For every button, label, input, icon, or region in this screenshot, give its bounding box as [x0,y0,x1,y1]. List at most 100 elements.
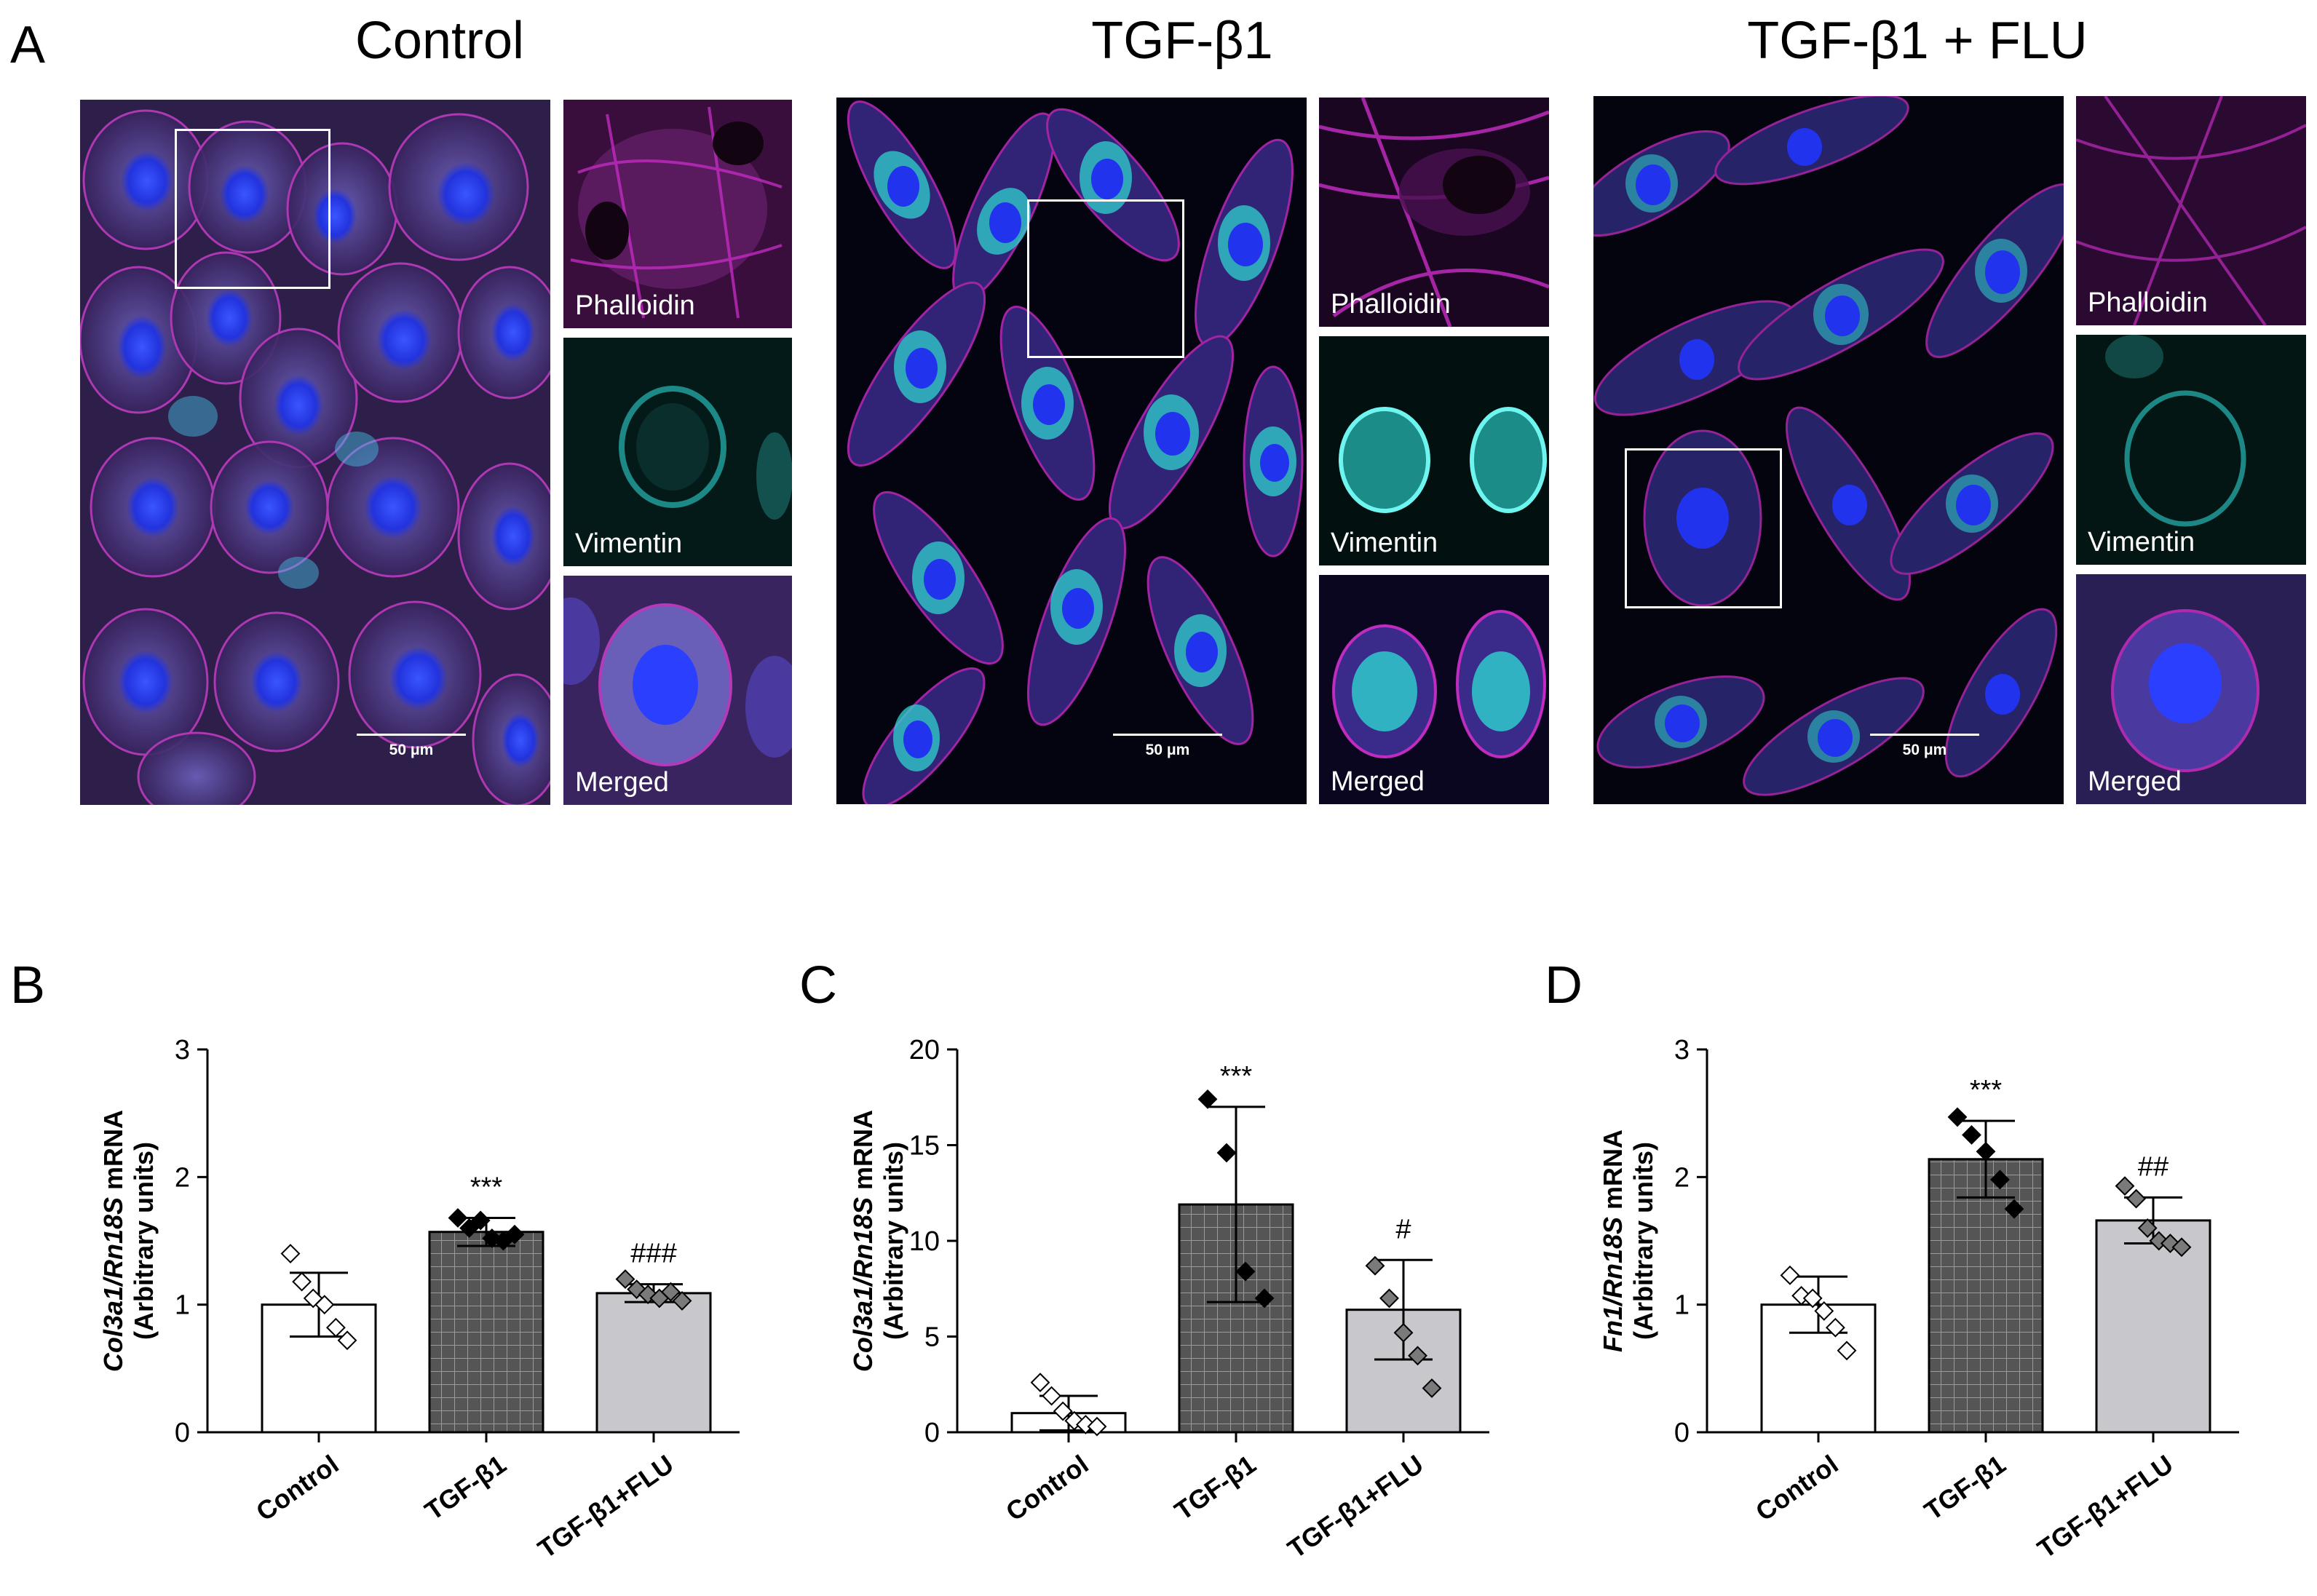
label-merged-flu: Merged [2088,766,2182,797]
thumb-tgf-phalloidin-art [1319,98,1549,327]
thumb-control-merged: Merged [563,576,792,805]
y-tick-label: 20 [909,1035,940,1065]
y-axis-label-line2: (Arbitrary units) [879,1142,908,1340]
y-axis-label-line2: (Arbitrary units) [1628,1142,1658,1340]
scale-label-flu: 50 μm [1902,742,1947,758]
data-point [1053,1401,1073,1421]
x-tick-label: Control [250,1449,344,1527]
data-point [1216,1143,1237,1163]
y-axis-label-unit: mRNA [848,1110,878,1197]
x-tick-label: TGF-β1 [1169,1449,1262,1526]
x-tick-label: TGF-β1 [419,1449,512,1526]
data-point [337,1330,357,1351]
data-point [672,1290,692,1311]
y-axis-label-line2: (Arbitrary units) [129,1142,159,1340]
thumb-control-vimentin: Vimentin [563,338,792,566]
data-point [1087,1416,1107,1437]
y-tick-label: 3 [175,1035,190,1065]
panel-letter-d: D [1545,956,1583,1015]
thumb-flu-vimentin: Vimentin [2076,335,2306,565]
data-point [1837,1341,1857,1361]
bar-tgf-flu [2095,1219,2211,1434]
data-point [1379,1288,1399,1309]
y-axis-label-line1: Col3a1/Rn18S mRNA [848,1110,878,1372]
data-point [1802,1288,1823,1309]
group-title-tgf-flu: TGF-β1 + FLU [1747,12,2088,70]
y-axis-label-line1: Fn1/Rn18S mRNA [1598,1129,1628,1352]
data-point [1408,1346,1427,1366]
y-axis-label: Col3a1/Rn18S mRNA (Arbitrary units) [848,1110,908,1372]
data-point [504,1224,525,1244]
y-axis-label-line1: Col3a1/Rn18S mRNA [98,1110,128,1372]
thumb-control-phalloidin-art [563,100,792,328]
significance-label: ### [630,1239,676,1269]
micrograph-flu-main: 50 μm [1593,96,2064,804]
group-title-tgf: TGF-β1 [1091,12,1273,70]
thumb-tgf-vimentin-art [1319,336,1549,565]
y-tick-label: 3 [1674,1035,1690,1065]
y-tick-label: 0 [924,1418,940,1448]
group-title-control: Control [355,12,525,70]
data-point [1947,1107,1968,1127]
data-point [1814,1301,1834,1321]
scale-label-tgf: 50 μm [1145,742,1190,758]
scale-bar-flu [1870,734,1979,736]
panel-letter-a: A [10,16,46,74]
data-point [448,1208,468,1228]
label-merged-tgf: Merged [1331,766,1425,797]
scale-label-control: 50 μm [389,742,434,758]
data-point [325,1317,346,1338]
data-point [1030,1373,1050,1393]
panel-letter-b: B [10,956,46,1015]
bar-tgf [1928,1158,2044,1434]
y-axis-label-gene: Fn1/Rn18S [1598,1217,1628,1352]
data-point [1976,1141,1996,1162]
thumb-control-merged-art [563,576,792,805]
y-tick-label: 5 [924,1322,940,1353]
y-tick-label: 0 [1674,1418,1690,1448]
x-tick-label: TGF-β1 [1919,1449,2011,1526]
x-tick-label: Control [1750,1449,1843,1527]
y-tick-label: 2 [1674,1162,1690,1193]
label-phalloidin-tgf: Phalloidin [1331,289,1451,319]
y-axis-label-gene: Col3a1/Rn18S [848,1197,878,1372]
micrograph-control-main: 50 μm [80,100,550,805]
thumb-tgf-merged: Merged [1319,575,1549,804]
x-tick-label: TGF-β1+FLU [2032,1449,2178,1564]
data-point [1235,1261,1256,1282]
data-point [1042,1386,1062,1406]
data-point [1197,1089,1218,1109]
chart-c: 0 5 10 15 20 Col3a1/Rn18S mRNA (Arbitrary unit… [848,1035,1489,1564]
y-axis-label-gene: Col3a1/Rn18S [98,1197,128,1372]
y-tick-label: 10 [909,1226,940,1257]
cells-control [80,100,550,805]
data-point [1780,1265,1800,1285]
thumb-flu-merged-art [2076,574,2306,804]
data-point [2171,1237,2192,1258]
label-vimentin-flu: Vimentin [2088,527,2195,557]
data-point [314,1295,335,1315]
label-phalloidin-flu: Phalloidin [2088,287,2208,318]
y-axis-label-unit: mRNA [1598,1129,1628,1217]
data-point [1393,1322,1414,1343]
thumb-control-vimentin-art [563,338,792,566]
x-tick-label: TGF-β1+FLU [1282,1449,1428,1564]
data-point [1825,1317,1845,1338]
thumb-control-phalloidin: Phalloidin [563,100,792,328]
thumb-tgf-vimentin: Vimentin [1319,336,1549,565]
bar-tgf-flu [595,1292,712,1434]
roi-box-flu [1625,448,1782,608]
significance-label: *** [1220,1061,1253,1092]
thumb-flu-merged: Merged [2076,574,2306,804]
cells-tgf [836,98,1307,804]
data-point [470,1210,491,1231]
data-point [280,1244,301,1263]
y-tick-label: 1 [1674,1290,1690,1321]
data-point [660,1282,681,1302]
y-axis-label: Col3a1/Rn18S mRNA (Arbitrary units) [98,1110,159,1372]
data-point [2126,1188,2147,1209]
thumb-tgf-phalloidin: Phalloidin [1319,98,1549,327]
roi-box-tgf [1027,199,1184,358]
scale-bar-tgf [1113,734,1222,736]
